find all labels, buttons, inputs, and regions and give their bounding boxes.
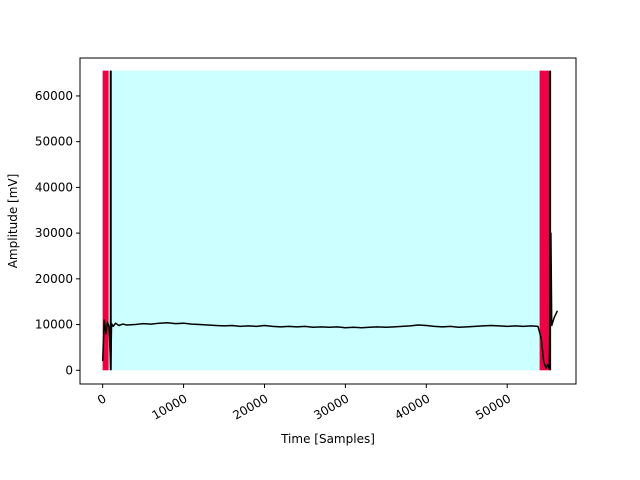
- x-tick-label: 40000: [392, 391, 432, 422]
- x-axis-label: Time [Samples]: [280, 432, 375, 446]
- y-tick-label: 0: [65, 363, 73, 377]
- y-tick-label: 20000: [35, 272, 73, 286]
- y-tick-label: 50000: [35, 135, 73, 149]
- y-tick-label: 10000: [35, 318, 73, 332]
- plot-area: [101, 70, 559, 371]
- x-tick-label: 10000: [150, 391, 190, 422]
- x-tick-label: 30000: [311, 391, 351, 422]
- series-line-1: [101, 232, 559, 370]
- y-tick-label: 40000: [35, 180, 73, 194]
- shaded-region-1: [102, 70, 109, 371]
- x-tick-label: 0: [95, 391, 109, 407]
- y-axis-label: Amplitude [mV]: [6, 174, 20, 269]
- x-tick-label: 20000: [230, 391, 270, 422]
- x-tick-label: 50000: [473, 391, 513, 422]
- y-tick-label: 60000: [35, 89, 73, 103]
- shaded-region-3: [539, 70, 550, 371]
- y-axis: 0 10000 20000 30000 40000 50000 60000: [35, 89, 80, 377]
- x-axis: 0 10000 20000 30000 40000 50000: [95, 384, 513, 423]
- shaded-region-2: [108, 70, 540, 371]
- plot-frame: [79, 57, 577, 385]
- y-tick-label: 30000: [35, 226, 73, 240]
